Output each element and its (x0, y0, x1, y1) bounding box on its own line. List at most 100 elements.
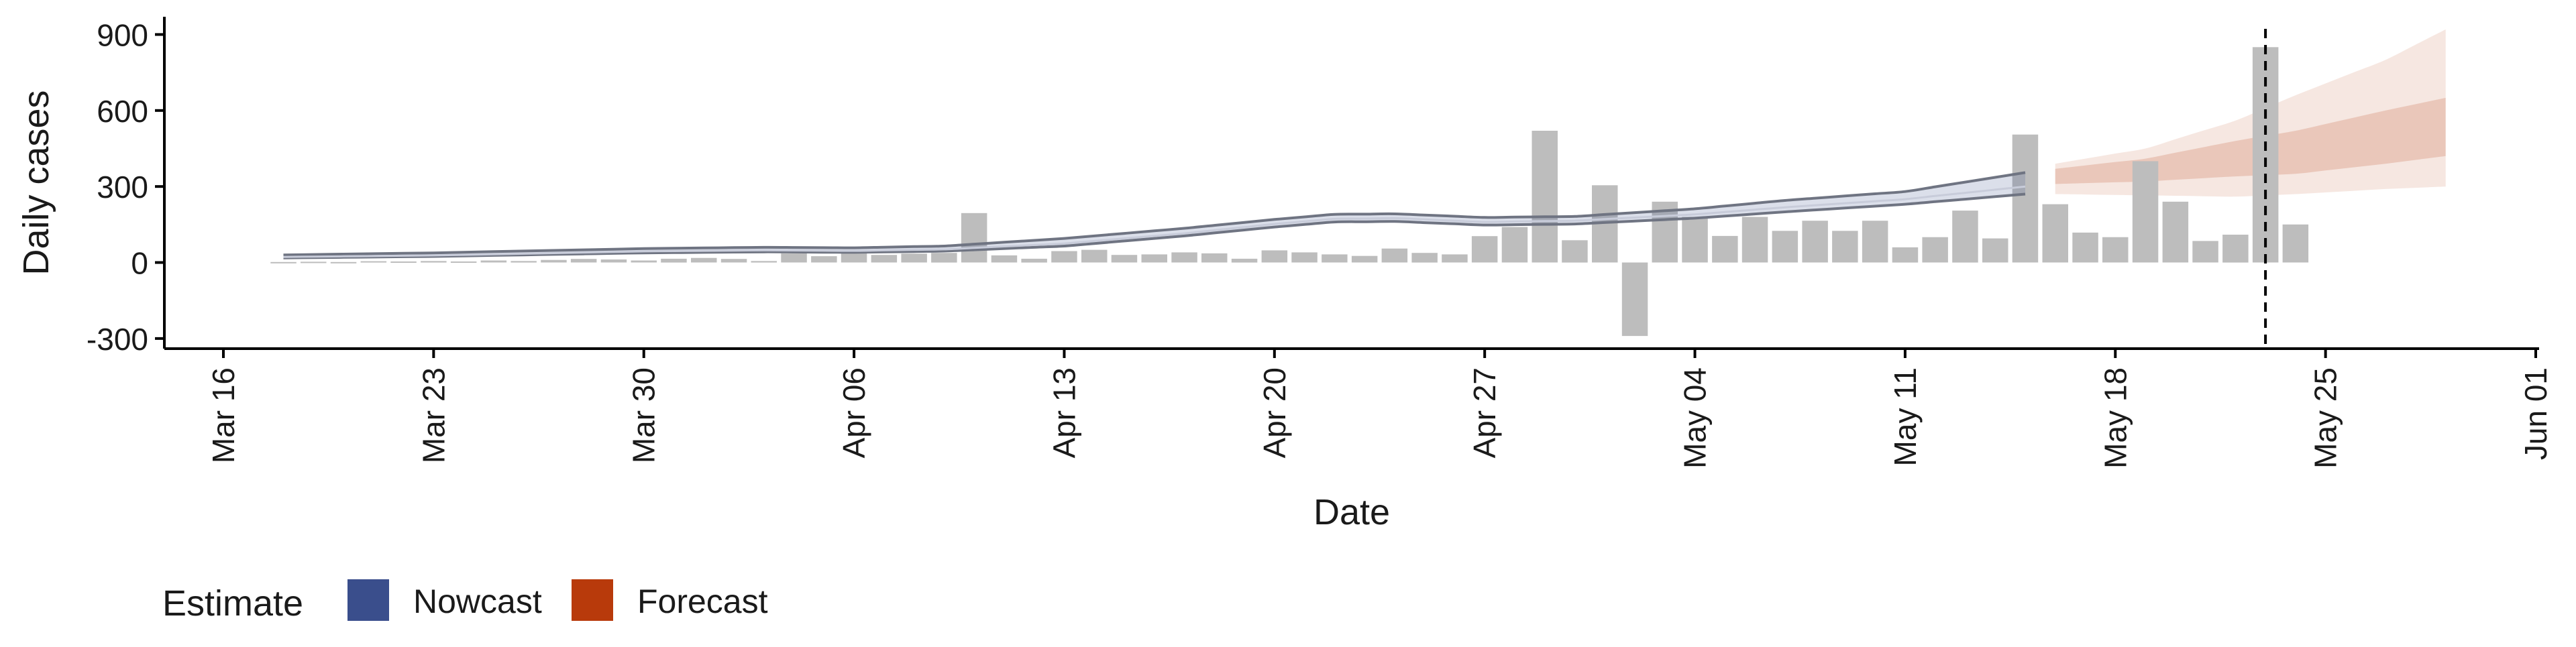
bar (631, 260, 657, 263)
x-tick-label: Jun 01 (2518, 367, 2553, 460)
y-tick-label: 600 (97, 94, 148, 129)
bar (751, 261, 777, 263)
bar (541, 259, 567, 263)
bar (2282, 224, 2309, 263)
bar (1982, 238, 2008, 263)
bar (480, 260, 507, 263)
bar (901, 253, 927, 263)
bar (1081, 249, 1108, 263)
bar (1231, 258, 1258, 263)
x-tick-label: Apr 20 (1257, 367, 1292, 459)
bar (1532, 131, 1558, 263)
legend-title: Estimate (162, 583, 303, 624)
bar (511, 261, 537, 263)
bar (1141, 254, 1167, 263)
y-tick-label: -300 (87, 322, 148, 357)
y-tick-label: 300 (97, 170, 148, 204)
bar (360, 261, 387, 263)
bar (600, 259, 627, 263)
bar (1021, 258, 1047, 263)
bar (1411, 253, 1438, 263)
bar (1772, 231, 1799, 263)
bar (1892, 247, 1919, 263)
y-tick-label: 900 (97, 17, 148, 52)
bar (270, 261, 297, 263)
bar (570, 259, 597, 263)
bar (390, 261, 417, 263)
x-tick-label: Apr 13 (1046, 367, 1081, 459)
x-tick-label: Mar 30 (627, 367, 661, 463)
bar (1501, 227, 1528, 263)
bar (2042, 204, 2068, 263)
bar (781, 253, 807, 263)
nowcast-ribbon (283, 171, 2026, 259)
bar (1621, 262, 1648, 337)
nowcast-median-line (283, 185, 2026, 258)
x-tick-label: Apr 27 (1467, 367, 1502, 459)
bar (871, 255, 898, 263)
bar (1442, 254, 1468, 263)
bar (301, 261, 327, 263)
bar (1171, 252, 1197, 263)
forecast-ribbon-90 (2055, 29, 2446, 197)
legend: Estimate Nowcast Forecast (162, 579, 768, 624)
nowcast-lower-line (283, 192, 2026, 259)
x-tick-label: Mar 23 (416, 367, 451, 463)
y-axis-title: Daily cases (16, 90, 56, 275)
bar (1562, 240, 1588, 263)
x-tick-label: May 25 (2308, 367, 2343, 469)
bar (1712, 235, 1738, 263)
x-tick-label: May 18 (2098, 367, 2133, 469)
bar (1051, 251, 1077, 263)
y-tick-label: 0 (131, 246, 148, 281)
bar (1111, 255, 1138, 263)
bar (2072, 232, 2098, 263)
bar (2222, 235, 2249, 263)
legend-swatch-forecast (572, 579, 613, 621)
nowcast-upper-line (283, 171, 2026, 257)
bar (1862, 221, 1888, 263)
bar (720, 259, 747, 263)
bar (2192, 241, 2218, 263)
bar (1322, 254, 1348, 263)
bar (931, 253, 957, 263)
bar (421, 261, 447, 263)
bar (1832, 231, 1858, 263)
bar (691, 257, 717, 263)
bar (1201, 253, 1228, 263)
bar (661, 258, 687, 263)
x-tick-label: Apr 06 (837, 367, 871, 459)
x-tick-label: May 11 (1888, 367, 1923, 466)
bar (1471, 236, 1498, 263)
bar (1682, 217, 1708, 263)
bar (1922, 237, 1948, 263)
axes: -300 0 300 600 900 Mar 16 Mar 23 Mar 30 Apr 06 Ap… (87, 17, 2553, 469)
x-tick-label: May 04 (1678, 367, 1713, 469)
bar (1952, 211, 1978, 263)
bar (961, 213, 987, 263)
bar (1381, 248, 1408, 263)
x-tick-label: Mar 16 (206, 367, 241, 463)
bar (2132, 161, 2159, 263)
bar (811, 256, 837, 263)
legend-label-forecast: Forecast (637, 583, 768, 620)
legend-label-nowcast: Nowcast (413, 583, 542, 620)
bar (841, 251, 867, 263)
bar (2162, 201, 2189, 263)
bar (330, 261, 357, 263)
bar (450, 261, 477, 263)
bar (1351, 255, 1378, 263)
bar (1741, 217, 1768, 263)
x-axis-title: Date (1313, 492, 1390, 532)
bar (1291, 252, 1318, 263)
bar (1802, 221, 1828, 263)
bar (991, 255, 1018, 263)
bar-series (270, 47, 2309, 337)
bar (1261, 250, 1288, 263)
forecast-ribbons (2055, 29, 2446, 197)
legend-swatch-nowcast (347, 579, 389, 621)
bar (2102, 237, 2129, 263)
bar (2012, 134, 2039, 263)
